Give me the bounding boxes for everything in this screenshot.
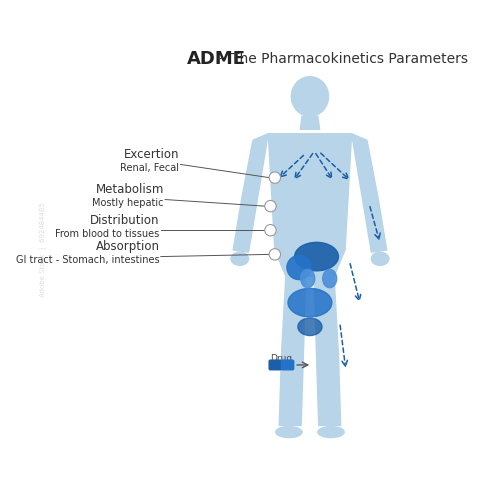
Text: Mostly hepatic: Mostly hepatic [92,198,164,208]
Text: From blood to tissues: From blood to tissues [55,229,160,239]
Ellipse shape [294,242,339,271]
Ellipse shape [298,318,322,336]
Polygon shape [268,134,351,250]
Ellipse shape [322,270,336,287]
Text: GI tract - Stomach, intestines: GI tract - Stomach, intestines [16,255,160,265]
Text: Drug: Drug [270,354,292,363]
Text: Metabolism: Metabolism [96,184,164,196]
Polygon shape [242,134,268,200]
Polygon shape [362,198,386,252]
Ellipse shape [276,426,302,438]
Polygon shape [352,134,378,200]
Ellipse shape [288,288,332,317]
Polygon shape [275,250,345,276]
Text: Absorption: Absorption [96,240,160,254]
Ellipse shape [372,252,389,266]
Ellipse shape [318,426,344,438]
Polygon shape [282,276,306,355]
Text: Renal, Fecal: Renal, Fecal [120,163,179,173]
Circle shape [269,248,280,260]
Circle shape [269,172,280,184]
Polygon shape [300,116,320,130]
Text: Excertion: Excertion [124,148,179,162]
Text: Distribution: Distribution [90,214,160,227]
Ellipse shape [300,270,315,287]
Polygon shape [314,276,338,355]
Ellipse shape [231,252,248,266]
FancyBboxPatch shape [282,360,294,370]
Polygon shape [233,198,258,252]
FancyBboxPatch shape [269,360,281,370]
Text: Adobe Stock  |  692484485: Adobe Stock | 692484485 [40,202,47,298]
Ellipse shape [287,256,311,280]
Circle shape [265,200,276,212]
Text: -  The Pharmacokinetics Parameters: - The Pharmacokinetics Parameters [214,52,468,66]
Polygon shape [316,356,340,426]
Text: ADME: ADME [187,50,246,68]
Polygon shape [279,356,303,426]
Ellipse shape [292,76,329,116]
Circle shape [265,224,276,236]
